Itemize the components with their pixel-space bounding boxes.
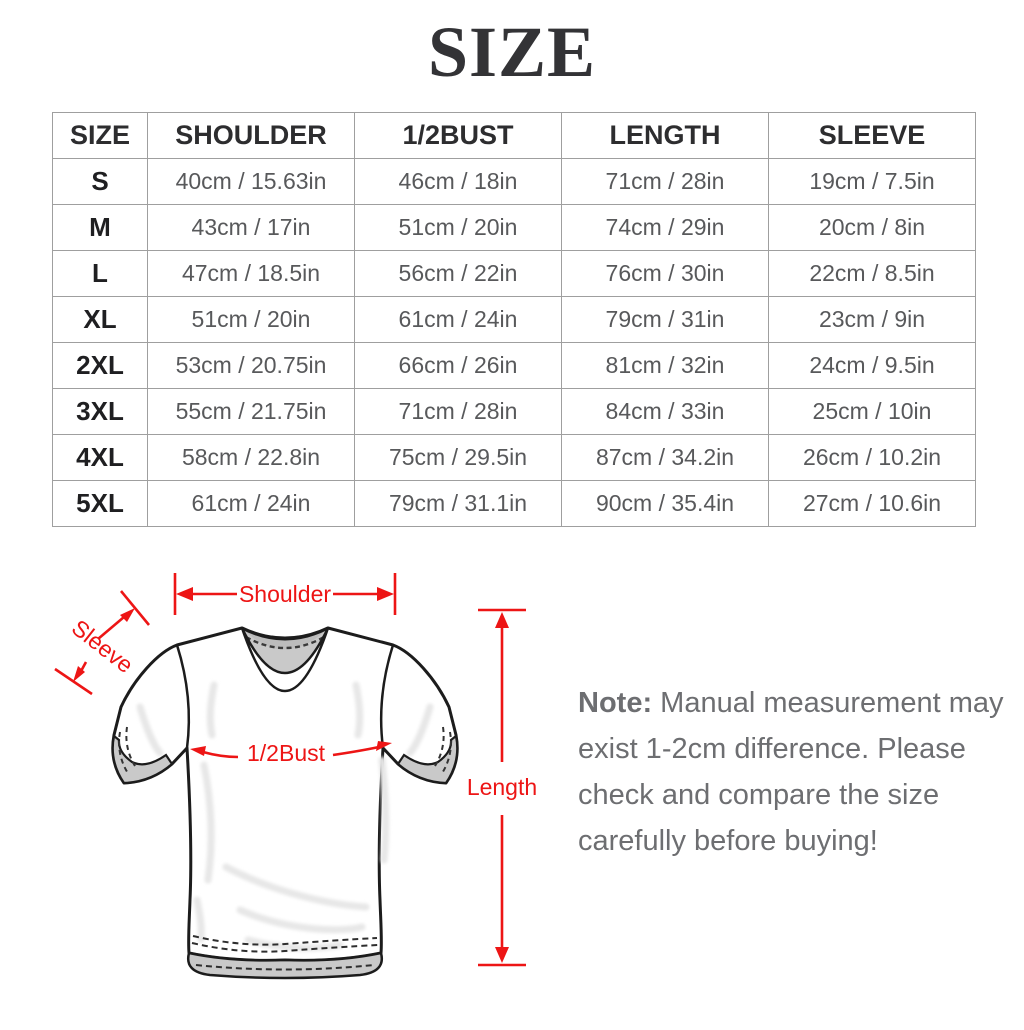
table-row: XL 51cm / 20in 61cm / 24in 79cm / 31in 2… — [52, 296, 976, 343]
value-cell: 71cm / 28in — [561, 158, 769, 205]
note-line-4: carefully before buying! — [578, 825, 878, 857]
value-cell: 40cm / 15.63in — [147, 158, 355, 205]
value-cell: 84cm / 33in — [561, 388, 769, 435]
value-cell: 75cm / 29.5in — [354, 434, 562, 481]
value-cell: 56cm / 22in — [354, 250, 562, 297]
value-cell: 58cm / 22.8in — [147, 434, 355, 481]
table-header-row: SIZE SHOULDER 1/2BUST LENGTH SLEEVE — [52, 112, 976, 159]
sleeve-arrow — [54, 590, 151, 696]
collar-stitch — [245, 635, 325, 650]
note-line-3: check and compare the size — [578, 779, 940, 811]
value-cell: 61cm / 24in — [147, 480, 355, 527]
value-cell: 25cm / 10in — [768, 388, 976, 435]
collar — [240, 626, 330, 692]
size-cell: 5XL — [52, 480, 148, 527]
header-sleeve: SLEEVE — [768, 112, 976, 159]
table-row: 3XL 55cm / 21.75in 71cm / 28in 84cm / 33… — [52, 388, 976, 435]
bust-arrow — [190, 741, 392, 759]
size-cell: 4XL — [52, 434, 148, 481]
note-text: Note: Manual measurement may exist 1-2cm… — [578, 680, 1004, 864]
size-cell: S — [52, 158, 148, 205]
size-cell: M — [52, 204, 148, 251]
value-cell: 74cm / 29in — [561, 204, 769, 251]
value-cell: 22cm / 8.5in — [768, 250, 976, 297]
value-cell: 51cm / 20in — [354, 204, 562, 251]
note-prefix: Note: — [578, 687, 653, 719]
table-row: L 47cm / 18.5in 56cm / 22in 76cm / 30in … — [52, 250, 976, 297]
header-length: LENGTH — [561, 112, 769, 159]
bust-label: 1/2Bust — [247, 740, 326, 766]
value-cell: 26cm / 10.2in — [768, 434, 976, 481]
value-cell: 81cm / 32in — [561, 342, 769, 389]
value-cell: 23cm / 9in — [768, 296, 976, 343]
value-cell: 90cm / 35.4in — [561, 480, 769, 527]
note-line-2: exist 1-2cm difference. Please — [578, 733, 966, 765]
length-arrow — [478, 608, 526, 967]
value-cell: 51cm / 20in — [147, 296, 355, 343]
value-cell: 19cm / 7.5in — [768, 158, 976, 205]
value-cell: 76cm / 30in — [561, 250, 769, 297]
table-row: 5XL 61cm / 24in 79cm / 31.1in 90cm / 35.… — [52, 480, 976, 527]
value-cell: 47cm / 18.5in — [147, 250, 355, 297]
size-table: SIZE SHOULDER 1/2BUST LENGTH SLEEVE S 40… — [52, 112, 976, 527]
value-cell: 55cm / 21.75in — [147, 388, 355, 435]
value-cell: 20cm / 8in — [768, 204, 976, 251]
length-label: Length — [467, 774, 537, 800]
wrinkle-shading — [136, 681, 434, 952]
value-cell: 53cm / 20.75in — [147, 342, 355, 389]
hem — [186, 935, 384, 980]
page-title: SIZE — [427, 12, 597, 92]
size-cell: L — [52, 250, 148, 297]
size-cell: XL — [52, 296, 148, 343]
value-cell: 43cm / 17in — [147, 204, 355, 251]
value-cell: 66cm / 26in — [354, 342, 562, 389]
sleeve-seams — [175, 644, 395, 749]
value-cell: 27cm / 10.6in — [768, 480, 976, 527]
header-bust: 1/2BUST — [354, 112, 562, 159]
table-row: S 40cm / 15.63in 46cm / 18in 71cm / 28in… — [52, 158, 976, 205]
value-cell: 79cm / 31.1in — [354, 480, 562, 527]
sleeve-cuffs — [111, 726, 459, 785]
value-cell: 71cm / 28in — [354, 388, 562, 435]
note-line-1: Manual measurement may — [660, 687, 1004, 719]
value-cell: 87cm / 34.2in — [561, 434, 769, 481]
value-cell: 61cm / 24in — [354, 296, 562, 343]
value-cell: 46cm / 18in — [354, 158, 562, 205]
value-cell: 79cm / 31in — [561, 296, 769, 343]
table-row: M 43cm / 17in 51cm / 20in 74cm / 29in 20… — [52, 204, 976, 251]
shoulder-arrow — [173, 573, 397, 615]
shoulder-label: Shoulder — [239, 581, 331, 607]
value-cell: 24cm / 9.5in — [768, 342, 976, 389]
table-row: 4XL 58cm / 22.8in 75cm / 29.5in 87cm / 3… — [52, 434, 976, 481]
note-line: Note: Manual measurement may — [578, 680, 1004, 726]
header-size: SIZE — [52, 112, 148, 159]
header-shoulder: SHOULDER — [147, 112, 355, 159]
tshirt-measurement-diagram: Shoulder Sleeve 1/2Bust Length — [40, 555, 560, 1025]
tshirt-diagram-svg: Shoulder Sleeve 1/2Bust Length — [54, 573, 537, 980]
table-row: 2XL 53cm / 20.75in 66cm / 26in 81cm / 32… — [52, 342, 976, 389]
size-cell: 3XL — [52, 388, 148, 435]
size-cell: 2XL — [52, 342, 148, 389]
